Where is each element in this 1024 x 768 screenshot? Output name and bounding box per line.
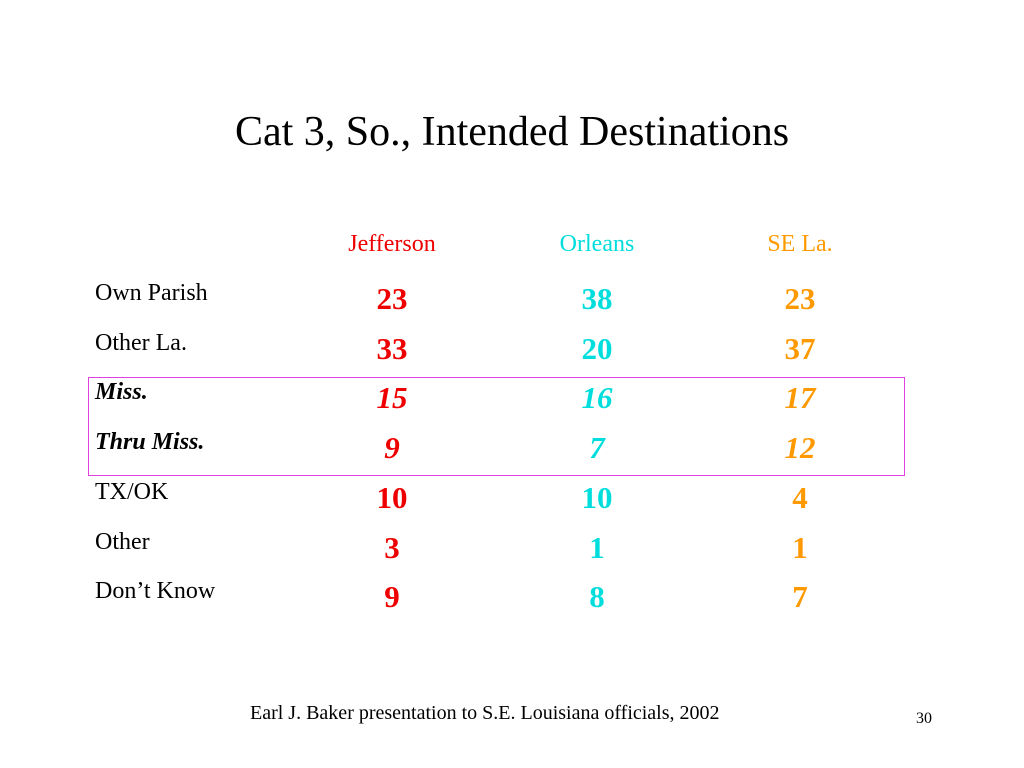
- column-header: Orleans: [559, 231, 635, 257]
- cell-value: 37: [784, 330, 816, 366]
- cell-value: 15: [376, 380, 408, 416]
- cell-value: 1: [589, 529, 605, 565]
- cell-value: 38: [581, 281, 613, 316]
- cell-value: 10: [581, 479, 613, 515]
- slide-title: Cat 3, So., Intended Destinations: [234, 109, 790, 155]
- cell-value: 12: [784, 430, 816, 466]
- row-label: Miss.: [95, 379, 148, 406]
- cell-value: 8: [589, 579, 605, 615]
- cell-value: 23: [376, 281, 408, 316]
- row-label: Don’t Know: [95, 578, 216, 605]
- cell-value: 17: [784, 380, 816, 416]
- row-label: Own Parish: [95, 280, 208, 306]
- cell-value: 7: [589, 430, 605, 466]
- footer: Earl J. Baker presentation to S.E. Louis…: [250, 702, 720, 724]
- row-label: Thru Miss.: [95, 429, 205, 456]
- cell-value: 10: [376, 479, 408, 515]
- cell-value: 16: [581, 380, 613, 416]
- cell-value: 7: [792, 579, 808, 615]
- cell-value: 33: [376, 330, 408, 366]
- page-number: 30: [916, 710, 932, 727]
- cell-value: 4: [792, 479, 808, 515]
- row-label: Other La.: [95, 329, 187, 356]
- row-label: TX/OK: [95, 478, 169, 505]
- cell-value: 1: [792, 529, 808, 565]
- highlight-box: [88, 377, 905, 476]
- cell-value: 9: [384, 430, 400, 466]
- column-header: SE La.: [767, 231, 833, 257]
- cell-value: 23: [784, 281, 816, 316]
- cell-value: 3: [384, 529, 400, 565]
- cell-value: 9: [384, 579, 400, 615]
- cell-value: 20: [581, 330, 613, 366]
- column-header: Jefferson: [348, 231, 436, 257]
- row-label: Other: [95, 528, 150, 555]
